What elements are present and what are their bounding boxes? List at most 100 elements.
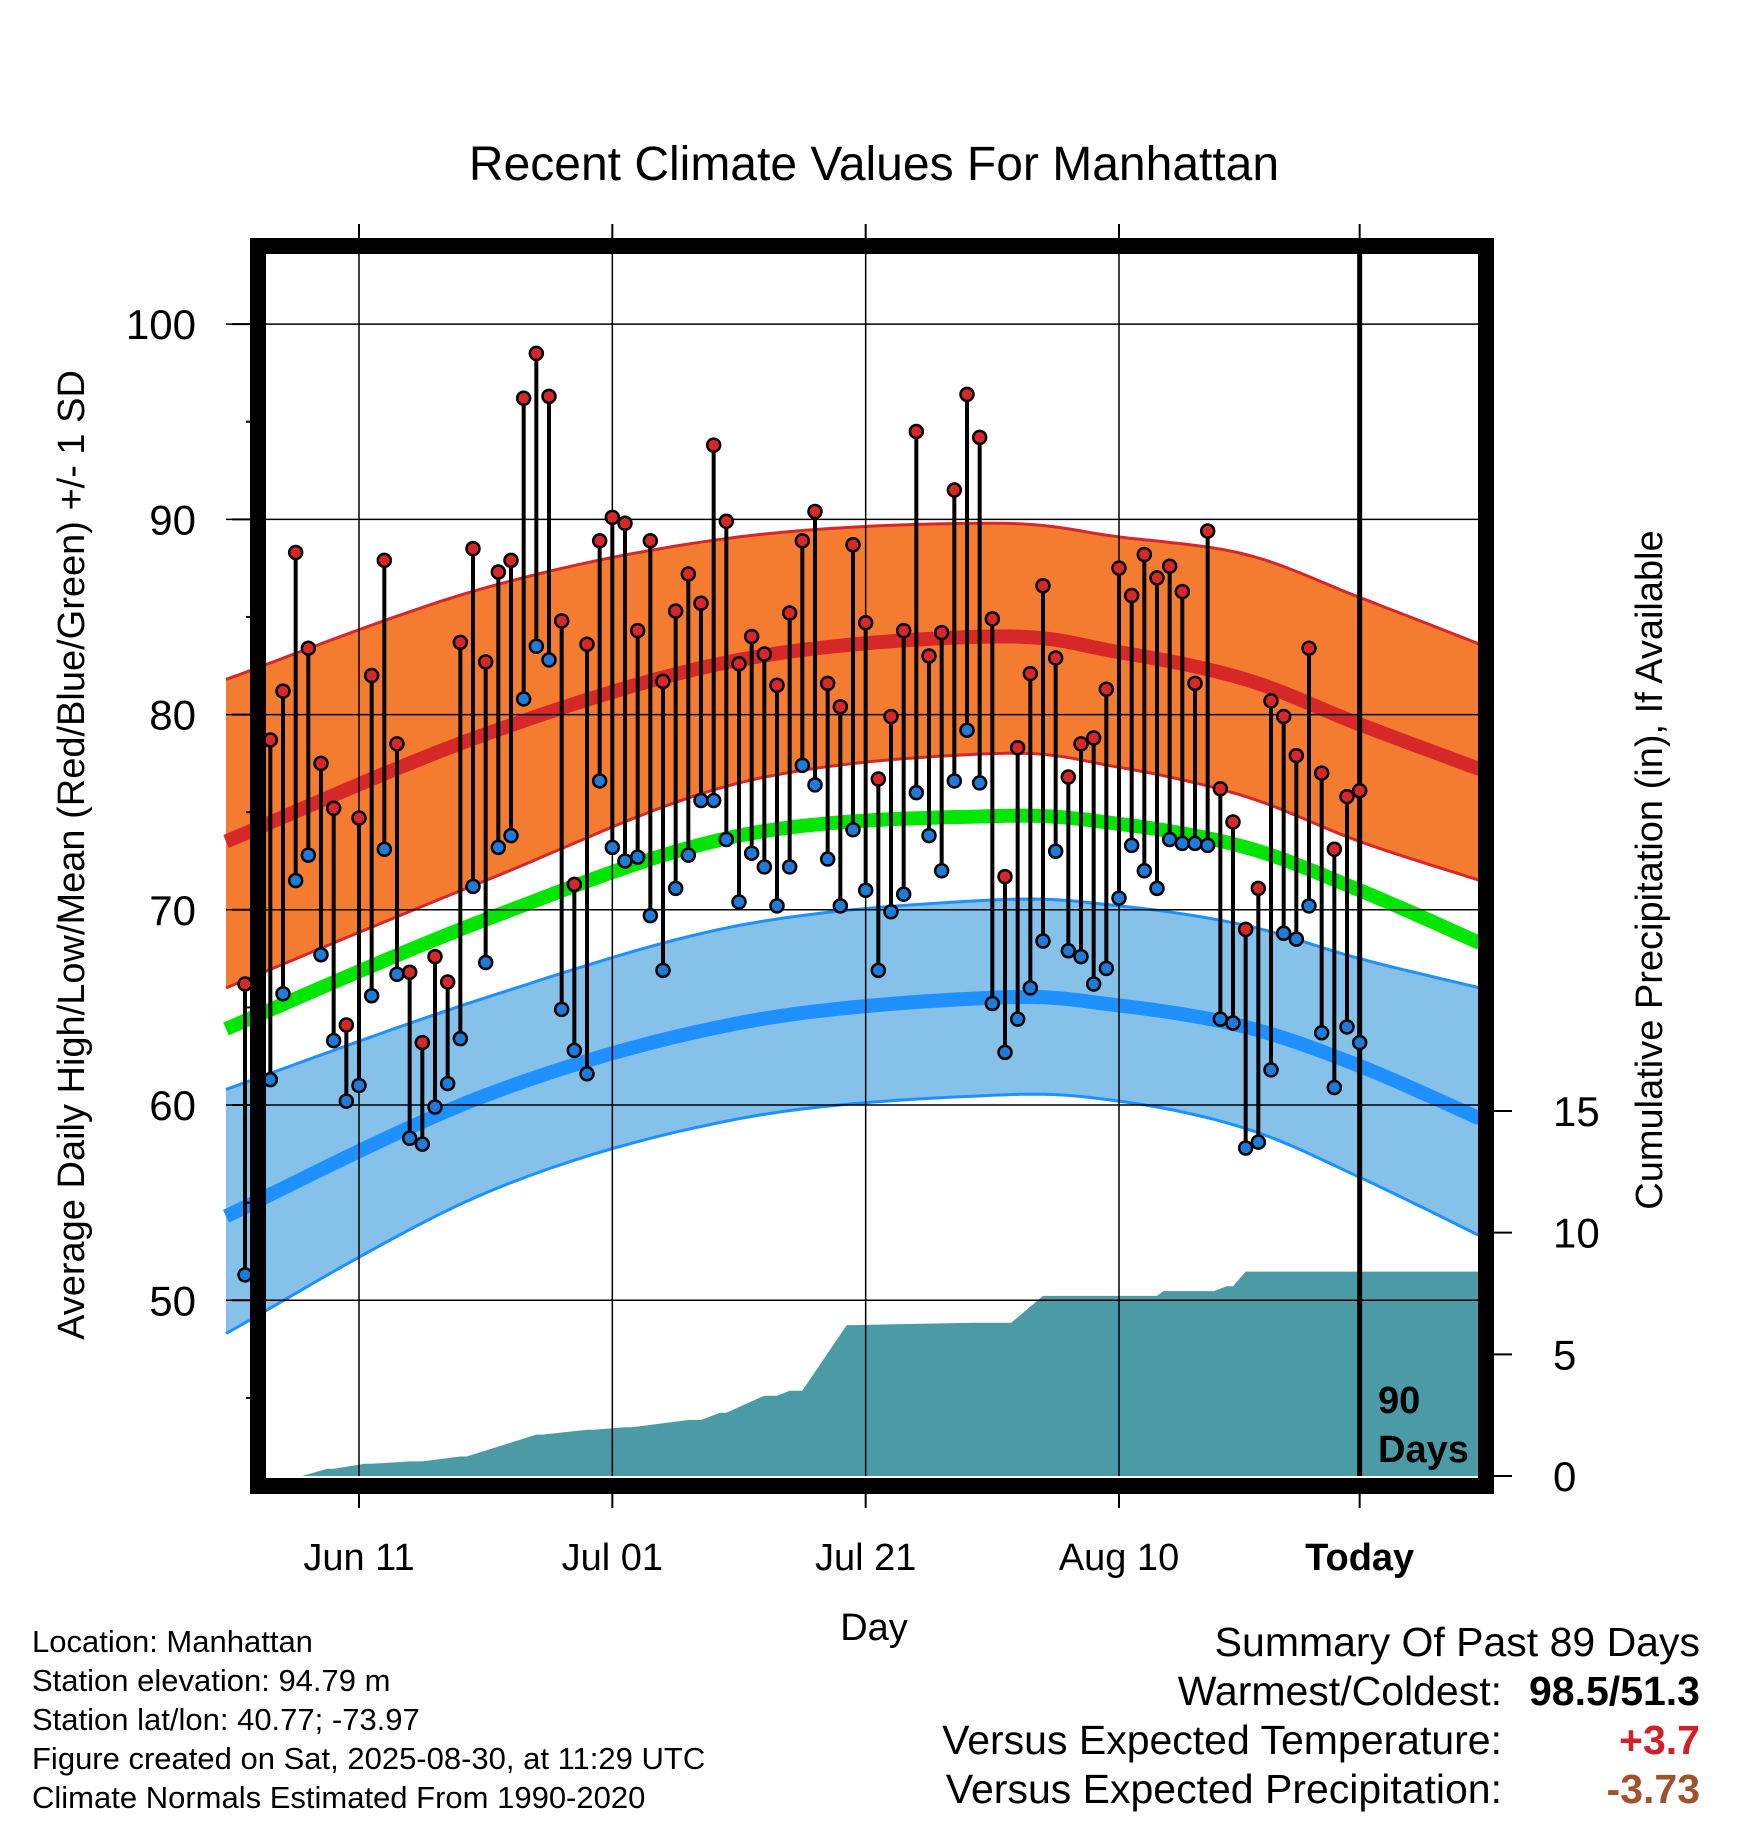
high-temp-point	[1149, 570, 1165, 586]
low-temp-point	[528, 638, 545, 654]
warmest-coldest-label: Warmest/Coldest:	[1177, 1668, 1502, 1714]
high-temp-point	[895, 622, 912, 639]
precipitation-area-layer	[226, 1271, 1480, 1476]
high-temp-point	[376, 552, 393, 569]
low-temp-point	[1326, 1079, 1343, 1096]
low-temp-point	[794, 757, 811, 774]
low-sd-upper-edge	[225, 897, 1481, 1091]
high-temp-point	[541, 388, 557, 405]
high-temp-point	[1199, 523, 1216, 539]
high-temp-point	[1187, 675, 1203, 692]
precip-anomaly-label: Versus Expected Precipitation:	[945, 1766, 1502, 1812]
low-temp-point	[1225, 1015, 1241, 1031]
high-temp-point	[1212, 781, 1229, 797]
high-temp-point	[845, 536, 861, 553]
low-temp-point	[1275, 925, 1292, 941]
high-temp-point	[452, 634, 469, 651]
latlon-text: Station lat/lon: 40.77; -73.97	[32, 1702, 420, 1737]
low-normal-line	[222, 989, 1483, 1223]
low-temp-point	[313, 946, 329, 963]
low-temp-point	[655, 962, 671, 979]
low-temp-point	[465, 878, 481, 895]
low-temp-point	[832, 898, 849, 914]
high-temp-point	[1022, 665, 1039, 682]
high-temp-point	[1275, 708, 1292, 725]
low-temp-point	[718, 831, 735, 848]
low-temp-point	[946, 773, 963, 789]
location-text: Location: Manhattan	[32, 1624, 313, 1659]
warmest-coldest-value: 98.5/51.3	[1529, 1668, 1700, 1714]
observations-layer	[237, 345, 1368, 1283]
high-normal-line	[223, 629, 1483, 848]
low-temp-point	[1288, 931, 1305, 947]
high-temp-point	[287, 544, 304, 561]
y2-tick-label: 15	[1553, 1088, 1600, 1135]
low-temp-point	[908, 784, 925, 801]
chart-title: Recent Climate Values For Manhattan	[469, 138, 1279, 191]
y-tick-label: 50	[149, 1277, 196, 1324]
high-temp-point	[693, 595, 709, 612]
high-temp-point	[553, 613, 570, 629]
high-temp-point	[1301, 640, 1317, 656]
low-temp-point	[503, 827, 519, 844]
low-temp-point	[1073, 948, 1089, 965]
high-temp-point	[883, 708, 899, 725]
temp-anomaly-value: +3.7	[1619, 1717, 1700, 1763]
high-temp-point	[731, 656, 747, 672]
y2-tick-label: 5	[1553, 1331, 1576, 1378]
y-tick-label: 90	[149, 496, 196, 543]
y2-tick-label: 10	[1553, 1210, 1600, 1257]
high-temp-point	[300, 640, 317, 656]
high-temp-point	[1351, 782, 1368, 799]
y-tick-label: 60	[149, 1082, 196, 1129]
low-temp-point	[1351, 1034, 1368, 1051]
low-temp-point	[997, 1044, 1013, 1061]
high-temp-point	[1237, 921, 1254, 938]
low-temp-point	[439, 1075, 456, 1092]
high-temp-point	[1313, 765, 1330, 781]
high-temp-point	[819, 675, 836, 692]
high-temp-point	[832, 699, 849, 715]
low-temp-point	[617, 853, 633, 869]
low-temp-point	[351, 1077, 367, 1094]
today-marker-line2: Days	[1378, 1429, 1469, 1471]
low-temp-point	[566, 1042, 583, 1059]
plot-frame	[250, 238, 1494, 1494]
normals-text: Climate Normals Estimated From 1990-2020	[32, 1780, 646, 1815]
low-temp-point	[389, 966, 405, 982]
high-temp-point	[959, 386, 975, 403]
high-temp-point	[338, 1017, 355, 1033]
low-sd-band	[226, 899, 1480, 1334]
low-temp-point	[1149, 880, 1165, 897]
low-temp-point	[325, 1032, 342, 1049]
low-temp-point	[414, 1136, 431, 1152]
low-temp-point	[591, 773, 608, 789]
high-temp-point	[655, 673, 671, 690]
high-temp-point	[781, 605, 798, 621]
low-temp-point	[1339, 1019, 1355, 1035]
high-temp-point	[465, 540, 481, 557]
station-info: Location: Manhattan Station elevation: 9…	[32, 1622, 705, 1817]
low-temp-point	[680, 847, 697, 863]
low-temp-point	[781, 859, 798, 875]
y-tick-label: 80	[149, 692, 196, 739]
low-temp-point	[1022, 980, 1039, 996]
high-temp-point	[490, 564, 507, 580]
today-marker-line1: 90	[1378, 1380, 1420, 1422]
high-temp-point	[1111, 560, 1127, 576]
low-temp-point	[1301, 898, 1317, 914]
high-temp-point	[477, 654, 494, 670]
high-temp-point	[579, 636, 595, 653]
high-temp-point	[680, 566, 697, 582]
low-temp-point	[959, 722, 975, 738]
low-temp-point	[376, 841, 393, 858]
elevation-text: Station elevation: 94.79 m	[32, 1663, 391, 1698]
low-temp-point	[1263, 1062, 1279, 1078]
high-temp-point	[1174, 583, 1191, 600]
low-temp-point	[1313, 1025, 1330, 1041]
low-temp-point	[477, 954, 494, 971]
high-temp-point	[401, 964, 418, 981]
x-tick-label: Jul 01	[562, 1537, 663, 1579]
low-temp-point	[971, 775, 988, 791]
low-temp-point	[1111, 890, 1127, 906]
